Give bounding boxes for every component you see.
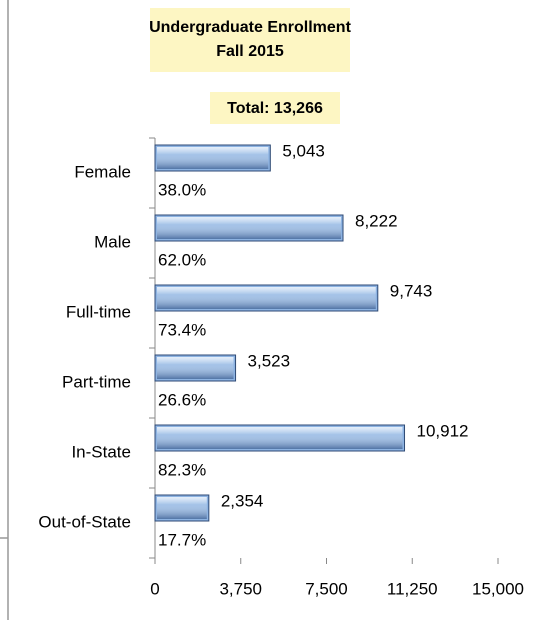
- percent-label: 73.4%: [158, 320, 206, 339]
- chart-subtitle: Fall 2015: [216, 43, 284, 60]
- x-tick-label: 3,750: [219, 579, 262, 598]
- percent-label: 17.7%: [158, 530, 206, 549]
- total-label: Total: 13,266: [227, 100, 323, 117]
- x-tick-label: 7,500: [305, 579, 348, 598]
- percent-label: 62.0%: [158, 250, 206, 269]
- value-label: 8,222: [355, 211, 398, 230]
- y-tick-label: Part-time: [62, 372, 131, 391]
- bar-shade: [157, 357, 234, 379]
- y-tick-label: Full-time: [66, 302, 131, 321]
- y-tick-label: Male: [94, 232, 131, 251]
- x-tick-label: 15,000: [472, 579, 524, 598]
- percent-label: 26.6%: [158, 390, 206, 409]
- percent-label: 38.0%: [158, 180, 206, 199]
- bar-shade: [157, 497, 207, 519]
- value-label: 10,912: [417, 421, 469, 440]
- value-label: 5,043: [282, 141, 325, 160]
- value-label: 9,743: [390, 281, 433, 300]
- value-label: 2,354: [221, 491, 264, 510]
- y-tick-label: Out-of-State: [38, 512, 131, 531]
- y-tick-label: In-State: [71, 442, 131, 461]
- bar-shade: [157, 427, 403, 449]
- value-label: 3,523: [248, 351, 291, 370]
- chart-title: Undergraduate Enrollment: [149, 19, 351, 36]
- bar-shade: [157, 287, 376, 309]
- x-tick-label: 11,250: [387, 579, 438, 598]
- bar-shade: [157, 147, 269, 169]
- title-box: [150, 8, 350, 72]
- total-box: [210, 92, 340, 124]
- x-tick-label: 0: [150, 579, 159, 598]
- y-tick-label: Female: [74, 162, 131, 181]
- bar-shade: [157, 217, 342, 239]
- percent-label: 82.3%: [158, 460, 206, 479]
